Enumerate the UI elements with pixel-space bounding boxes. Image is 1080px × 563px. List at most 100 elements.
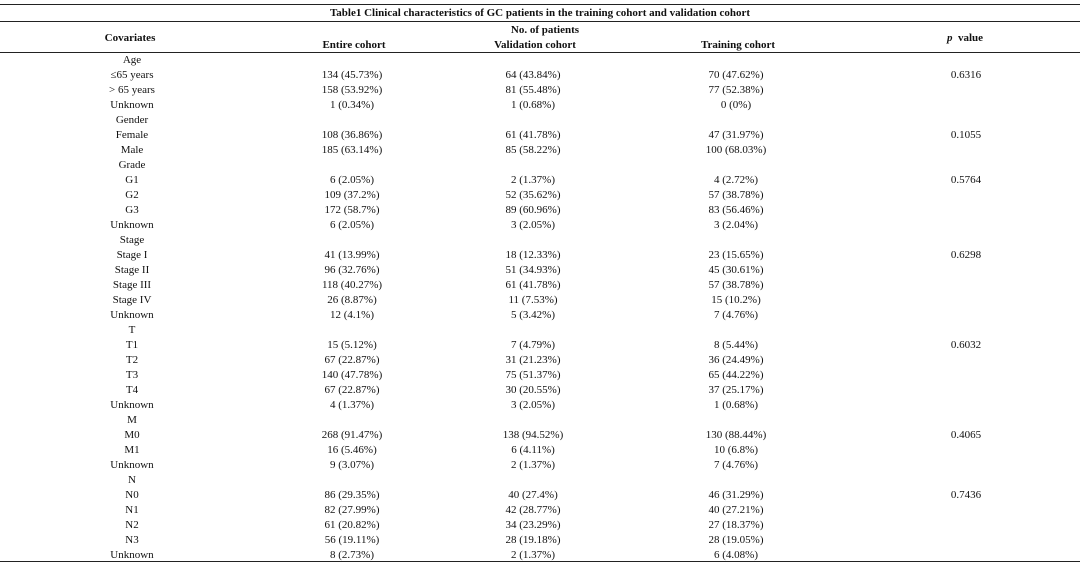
validation-cohort: 61 (41.78%): [505, 129, 561, 141]
validation-cohort: 2 (1.37%): [511, 459, 555, 471]
entire-cohort: 41 (13.99%): [324, 249, 380, 261]
header-training: Training cohort: [700, 39, 776, 51]
training-cohort: 47 (31.97%): [708, 129, 764, 141]
p-rest: value: [957, 32, 984, 44]
training-cohort: 57 (38.78%): [708, 279, 764, 291]
covariate: T3: [125, 369, 139, 381]
training-cohort: 7 (4.76%): [714, 309, 758, 321]
validation-cohort: 85 (58.22%): [505, 144, 561, 156]
p-value: 0.5764: [950, 174, 982, 186]
validation-cohort: 64 (43.84%): [505, 69, 561, 81]
group-label: Gender: [115, 114, 149, 126]
training-cohort: 100 (68.03%): [705, 144, 767, 156]
covariate: Unknown: [110, 99, 154, 111]
entire-cohort: 4 (1.37%): [330, 399, 374, 411]
covariate: N2: [125, 519, 139, 531]
group-label: Grade: [118, 159, 146, 171]
p-value: 0.6316: [950, 69, 982, 81]
p-italic: p: [946, 32, 953, 44]
entire-cohort: 268 (91.47%): [321, 429, 383, 441]
group-label: Age: [122, 54, 142, 66]
entire-cohort: 140 (47.78%): [321, 369, 383, 381]
header-p: p value: [855, 31, 1075, 45]
entire-cohort: 61 (20.82%): [324, 519, 380, 531]
entire-cohort: 56 (19.11%): [324, 534, 380, 546]
covariate: T4: [125, 384, 139, 396]
training-cohort: 37 (25.17%): [708, 384, 764, 396]
header-entire: Entire cohort: [322, 39, 386, 51]
entire-cohort: 67 (22.87%): [324, 354, 380, 366]
validation-cohort: 11 (7.53%): [508, 294, 558, 306]
training-cohort: 46 (31.29%): [708, 489, 764, 501]
training-cohort: 65 (44.22%): [708, 369, 764, 381]
validation-cohort: 30 (20.55%): [505, 384, 561, 396]
training-cohort: 83 (56.46%): [708, 204, 764, 216]
covariate: G2: [125, 189, 139, 201]
group-label: T: [128, 324, 136, 336]
entire-cohort: 172 (58.7%): [324, 204, 380, 216]
validation-cohort: 5 (3.42%): [511, 309, 555, 321]
covariate: T2: [125, 354, 139, 366]
entire-cohort: 118 (40.27%): [321, 279, 383, 291]
group-label: N: [128, 474, 136, 486]
validation-cohort: 61 (41.78%): [505, 279, 561, 291]
entire-cohort: 109 (37.2%): [324, 189, 380, 201]
validation-cohort: 52 (35.62%): [505, 189, 561, 201]
covariate: N1: [125, 504, 139, 516]
p-value: 0.4065: [950, 429, 982, 441]
header-validation: Validation cohort: [494, 39, 576, 51]
validation-cohort: 51 (34.93%): [505, 264, 561, 276]
validation-cohort: 81 (55.48%): [505, 84, 561, 96]
entire-cohort: 108 (36.86%): [321, 129, 383, 141]
covariate: Male: [120, 144, 144, 156]
validation-cohort: 31 (21.23%): [505, 354, 561, 366]
validation-cohort: 18 (12.33%): [505, 249, 561, 261]
training-cohort: 6 (4.08%): [714, 549, 758, 561]
validation-cohort: 2 (1.37%): [511, 174, 555, 186]
covariate: G3: [125, 204, 139, 216]
validation-cohort: 6 (4.11%): [511, 444, 555, 456]
validation-cohort: 42 (28.77%): [505, 504, 561, 516]
validation-cohort: 2 (1.37%): [511, 549, 555, 561]
training-cohort: 45 (30.61%): [708, 264, 764, 276]
entire-cohort: 96 (32.76%): [324, 264, 380, 276]
training-cohort: 40 (27.21%): [708, 504, 764, 516]
validation-cohort: 28 (19.18%): [505, 534, 561, 546]
rule: [0, 52, 1080, 53]
entire-cohort: 158 (53.92%): [321, 84, 383, 96]
training-cohort: 23 (15.65%): [708, 249, 764, 261]
p-value: 0.6298: [950, 249, 982, 261]
entire-cohort: 6 (2.05%): [330, 219, 374, 231]
entire-cohort: 26 (8.87%): [327, 294, 377, 306]
covariate: G1: [125, 174, 139, 186]
table-title: Table1 Clinical characteristics of GC pa…: [329, 7, 751, 19]
covariate: Unknown: [110, 459, 154, 471]
training-cohort: 70 (47.62%): [708, 69, 764, 81]
validation-cohort: 138 (94.52%): [502, 429, 564, 441]
entire-cohort: 12 (4.1%): [330, 309, 374, 321]
covariate: N0: [125, 489, 139, 501]
validation-cohort: 1 (0.68%): [511, 99, 555, 111]
entire-cohort: 185 (63.14%): [321, 144, 383, 156]
validation-cohort: 3 (2.05%): [511, 399, 555, 411]
training-cohort: 3 (2.04%): [714, 219, 758, 231]
training-cohort: 7 (4.76%): [714, 459, 758, 471]
p-value: 0.7436: [950, 489, 982, 501]
validation-cohort: 89 (60.96%): [505, 204, 561, 216]
entire-cohort: 82 (27.99%): [324, 504, 380, 516]
training-cohort: 0 (0%): [720, 99, 752, 111]
covariate: Stage II: [114, 264, 150, 276]
covariate: Stage I: [116, 249, 148, 261]
validation-cohort: 75 (51.37%): [505, 369, 561, 381]
rule: [0, 21, 1080, 22]
entire-cohort: 8 (2.73%): [330, 549, 374, 561]
entire-cohort: 134 (45.73%): [321, 69, 383, 81]
training-cohort: 1 (0.68%): [714, 399, 758, 411]
group-label: M: [127, 414, 137, 426]
covariate: Unknown: [110, 549, 154, 561]
entire-cohort: 9 (3.07%): [330, 459, 374, 471]
training-cohort: 130 (88.44%): [705, 429, 767, 441]
entire-cohort: 16 (5.46%): [327, 444, 377, 456]
validation-cohort: 7 (4.79%): [511, 339, 555, 351]
